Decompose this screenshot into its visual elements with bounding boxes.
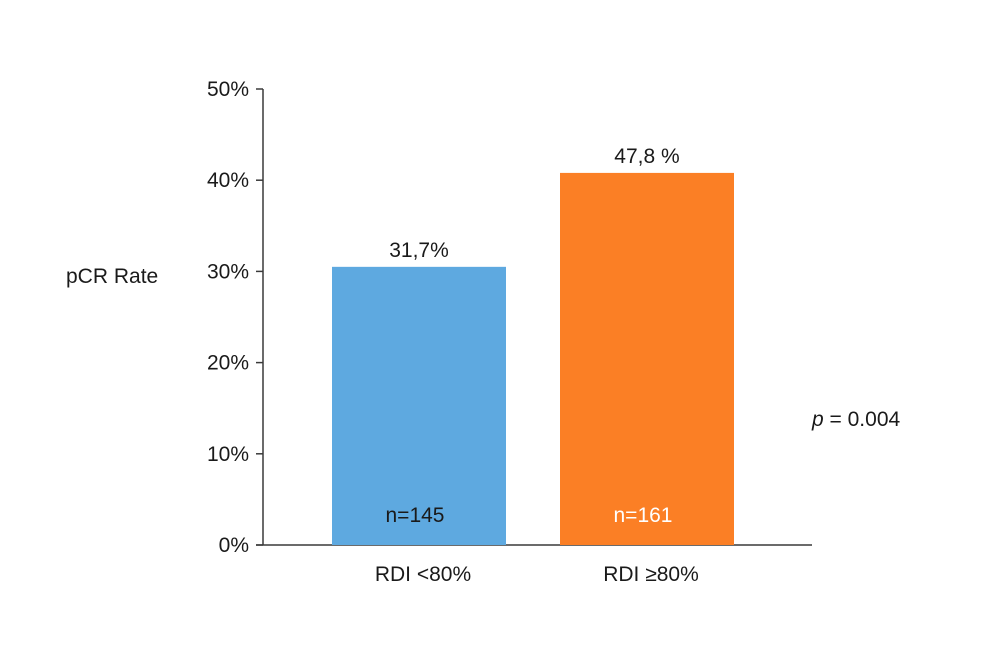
p-value-annotation: p = 0.004: [811, 408, 900, 431]
y-tick-label: 0%: [219, 534, 249, 557]
x-category-label: RDI ≥80%: [603, 563, 699, 586]
bar-2: [560, 172, 734, 546]
bar-value-label: 47,8 %: [614, 145, 679, 168]
bar-labels: 31,7% n=145 RDI <80% 47,8 % n=161 RDI ≥80%: [375, 145, 699, 586]
y-tick-label: 50%: [207, 78, 249, 101]
bars: [332, 172, 734, 546]
y-tick-label: 10%: [207, 443, 249, 466]
bar-1: [332, 266, 506, 545]
p-value-text: = 0.004: [824, 408, 901, 431]
y-ticks: 0% 10% 20% 30% 40% 50%: [207, 78, 263, 557]
y-tick-label: 30%: [207, 260, 249, 283]
y-tick-label: 20%: [207, 352, 249, 375]
bar-count-label: n=145: [386, 504, 445, 527]
x-category-label: RDI <80%: [375, 563, 471, 586]
bar-count-label: n=161: [614, 504, 673, 527]
y-tick-label: 40%: [207, 169, 249, 192]
p-value-symbol: p: [811, 408, 824, 431]
bar-value-label: 31,7%: [389, 239, 449, 262]
y-axis-title: pCR Rate: [66, 265, 158, 288]
